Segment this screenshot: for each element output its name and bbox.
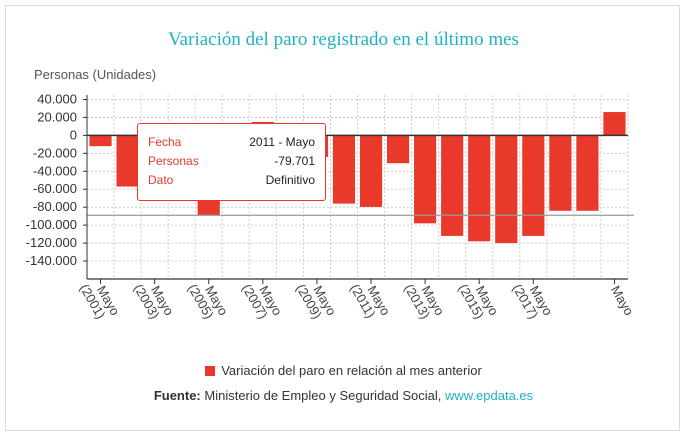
x-tick-label: Mayo(2003) [131, 274, 177, 325]
source-link[interactable]: www.epdata.es [445, 388, 534, 403]
y-axis-label: Personas (Unidades) [34, 67, 157, 82]
y-tick-label: -80.000 [33, 199, 77, 214]
bar [386, 135, 410, 164]
tooltip-row-fecha: Fecha 2011 - Mayo [148, 135, 315, 153]
y-tick-label: -100.000 [26, 217, 77, 232]
tooltip-row-personas: Personas -79.701 [148, 154, 315, 172]
chart-card: Variación del paro registrado en el últi… [5, 5, 680, 431]
y-tick-label: 20.000 [37, 109, 77, 124]
y-tick-label: 0 [70, 127, 77, 142]
x-tick-label: Mayo(2015) [456, 274, 502, 325]
y-tick-label: -40.000 [33, 163, 77, 178]
x-tick-label: Mayo(2013) [401, 274, 447, 325]
tooltip-key: Fecha [148, 135, 182, 149]
x-tick-label: Mayo(2005) [185, 274, 231, 325]
bar [359, 135, 383, 207]
bar-tooltip: Fecha 2011 - Mayo Personas -79.701 Dato … [137, 123, 326, 201]
bar [332, 135, 356, 204]
x-tick-label: Mayo [608, 283, 637, 318]
bar [441, 135, 464, 236]
source-label: Fuente: [153, 388, 201, 403]
chart-title: Variación del paro registrado en el últi… [168, 29, 519, 50]
bar [603, 112, 626, 136]
x-tick-label: Mayo(2009) [293, 274, 339, 325]
y-tick-label: -20.000 [33, 145, 77, 160]
bar [495, 135, 518, 244]
tooltip-key: Personas [148, 154, 199, 168]
bar-chart: 40.000 20.000 0 -20.000 -40.000 -60.000 -80.00… [26, 91, 637, 325]
source-note: Fuente: Ministerio de Empleo y Seguridad… [6, 388, 681, 403]
tooltip-value: Definitivo [265, 173, 315, 187]
y-tick-label: -140.000 [26, 253, 77, 268]
legend-swatch [205, 366, 216, 376]
tooltip-value: 2011 - Mayo [249, 135, 315, 149]
bar [116, 135, 139, 187]
x-tick-label: Mayo(2017) [510, 274, 556, 325]
x-tick-label: Mayo(2007) [239, 274, 285, 325]
tooltip-value: -79.701 [274, 154, 315, 168]
bar [468, 135, 491, 242]
x-tick-label: Mayo(2011) [347, 274, 393, 325]
legend-label: Variación del paro en relación al mes an… [221, 363, 482, 378]
tooltip-key: Dato [148, 173, 174, 187]
bar [576, 135, 599, 211]
y-tick-label: -120.000 [26, 235, 77, 250]
bar [549, 135, 572, 211]
x-tick-label: Mayo(2001) [77, 274, 123, 325]
tooltip-row-dato: Dato Definitivo [148, 173, 315, 191]
y-tick-label: -60.000 [33, 181, 77, 196]
bar [89, 135, 112, 147]
bar [522, 135, 545, 236]
bar [414, 135, 437, 224]
y-tick-label: 40.000 [37, 91, 77, 106]
chart-legend[interactable]: Variación del paro en relación al mes an… [6, 363, 681, 378]
source-text: Ministerio de Empleo y Seguridad Social, [200, 388, 445, 403]
